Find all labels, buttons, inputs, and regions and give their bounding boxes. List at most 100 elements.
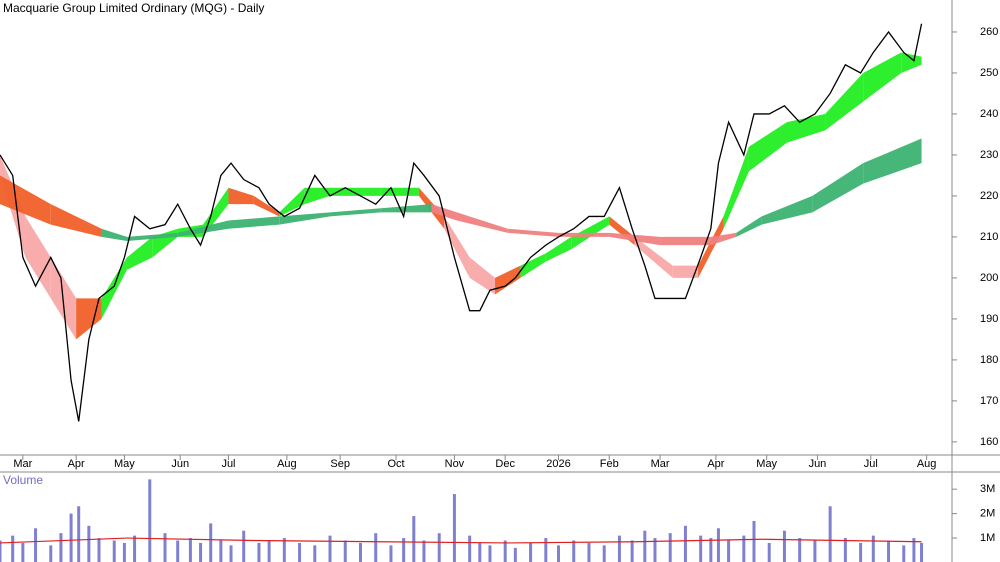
volume-bar [267,540,271,562]
volume-bar [813,540,817,562]
y-tick-label: 200 [980,272,998,284]
volume-bar [412,516,416,562]
ma-band [901,52,922,73]
y-tick-label: 2M [980,508,995,520]
volume-bar [242,530,246,562]
volume-bar [282,538,286,562]
volume-bar [752,520,756,562]
volume-bar [630,540,634,562]
volume-bar [328,535,332,562]
volume-bar [699,535,703,562]
ma-band [786,113,826,143]
volume-average [0,537,922,544]
volume-bar [668,533,672,562]
volume-bar [298,542,302,562]
chart-title: Macquarie Group Limited Ordinary (MQG) -… [3,1,264,15]
ma-band [520,253,546,278]
ma-band [863,138,922,184]
volume-bar [59,533,63,562]
y-tick-label: 260 [980,26,998,38]
ma-band [723,146,749,229]
volume-bar [587,542,591,562]
volume-bar [148,479,152,562]
y-tick-label: 180 [980,354,998,366]
volume-bar [343,540,347,562]
ma-band [330,208,381,217]
volume-bar [112,540,116,562]
ma-band [101,228,127,242]
volume-bar [422,540,426,562]
volume-bar [402,538,406,562]
volume-bar [437,533,441,562]
ma-band [469,257,496,295]
volume-bar [653,538,657,562]
volume-bar [34,528,38,562]
volume-bar [468,535,472,562]
y-tick-label: 220 [980,190,998,202]
volume-bar [782,530,786,562]
volume-bar [163,533,167,562]
volume-bar [828,506,832,562]
ma-band [698,216,724,278]
ma-band [126,236,153,270]
y-tick-label: 160 [980,436,998,448]
volume-bar [798,538,802,562]
volume-bar [69,513,73,562]
volume-bar [313,545,317,562]
x-tick-label: Mar [651,458,670,470]
x-tick-label: Feb [600,458,619,470]
volume-bar [133,535,137,562]
x-tick-label: May [114,458,135,470]
ma-band [812,163,864,213]
y-tick-label: 230 [980,149,998,161]
volume-bar [389,545,393,562]
x-tick-label: Jul [221,458,235,470]
ma-band [660,236,711,246]
ma-band [431,204,457,221]
volume-bar [643,530,647,562]
volume-bar [871,535,875,562]
ma-band [101,257,127,319]
ma-band [177,220,229,237]
ma-band [279,187,305,217]
volume-bar [602,545,606,562]
ma-band [761,195,813,225]
volume-bar [87,525,91,562]
volume-bar [452,494,456,562]
price-line [0,23,923,422]
y-tick-label: 170 [980,395,998,407]
volume-bar [358,542,362,562]
volume-bar [21,542,25,562]
ma-band [507,228,559,237]
volume-title: Volume [3,473,43,487]
y-tick-label: 250 [980,67,998,79]
volume-bar [503,540,507,562]
ma-band [545,236,572,262]
ma-band [380,204,432,213]
volume-bar [209,523,213,562]
volume-bar [843,538,847,562]
y-tick-label: 240 [980,108,998,120]
ma-band [228,187,254,205]
volume-bar [742,535,746,562]
ma-band [304,187,331,205]
x-tick-label: Dec [495,458,515,470]
x-tick-label: Jun [171,458,189,470]
volume-bar [478,542,482,562]
ma-band [279,212,331,225]
ma-band [126,232,178,242]
volume-bar [122,542,126,562]
volume-bar [709,538,713,562]
volume-bar [97,538,101,562]
ma-band [456,212,508,233]
ma-band [0,175,51,225]
ma-band [863,52,902,102]
ma-band [748,122,787,172]
volume-bar [374,533,378,562]
x-tick-label: Oct [387,458,404,470]
x-tick-label: Mar [13,458,32,470]
x-tick-label: Apr [68,458,85,470]
x-tick-label: Jul [864,458,878,470]
volume-bar [617,535,621,562]
